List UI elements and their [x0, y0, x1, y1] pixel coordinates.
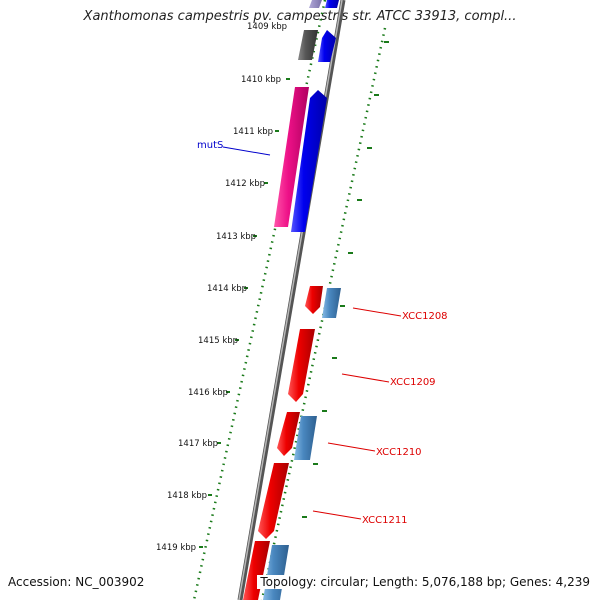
gene-label-mutS[interactable]: mutS [197, 140, 223, 151]
gene-XCC1208-red[interactable] [305, 286, 323, 314]
gene-label-XCC1209[interactable]: XCC1209 [390, 377, 436, 388]
tick-label: 1419 kbp [156, 543, 196, 553]
tick-label: 1409 kbp [247, 22, 287, 32]
gene-label-XCC1210[interactable]: XCC1210 [376, 447, 422, 458]
accession-label: Accession: NC_003902 [8, 575, 145, 589]
tick-label: 1413 kbp [216, 232, 256, 242]
tick-label: 1418 kbp [167, 491, 207, 501]
gene-mutS[interactable] [274, 87, 309, 227]
gene-XCC1210-red[interactable] [277, 412, 300, 456]
outer-major-ticks [302, 41, 389, 518]
gene-XCC1209[interactable] [288, 329, 315, 402]
gene-XCC1208-steel[interactable] [322, 288, 341, 318]
gene-partial-top[interactable] [309, 0, 322, 8]
tick-label: 1411 kbp [233, 127, 273, 137]
gene-XCC1211[interactable] [258, 463, 289, 539]
XCC1209-connector [341, 373, 390, 383]
tick-label: 1415 kbp [198, 336, 238, 346]
mutS-connector [222, 146, 271, 156]
genome-info: Topology: circular; Length: 5,076,188 bp… [257, 575, 590, 589]
gene-label-XCC1211[interactable]: XCC1211 [362, 515, 408, 526]
tick-label: 1412 kbp [225, 179, 265, 189]
major-ticks [199, 78, 290, 548]
gene-XCC1210-steel[interactable] [294, 416, 317, 460]
gene-gray[interactable] [298, 30, 318, 60]
XCC1210-connector [327, 442, 376, 452]
tick-label: 1414 kbp [207, 284, 247, 294]
gene-blue-forward-large[interactable] [291, 90, 327, 232]
tick-label: 1410 kbp [241, 75, 281, 85]
gene-label-XCC1208[interactable]: XCC1208 [402, 311, 448, 322]
gene-blue-forward[interactable] [318, 30, 336, 62]
XCC1208-connector [352, 307, 402, 317]
XCC1211-connector [312, 510, 362, 520]
gene-partial-top[interactable] [325, 0, 339, 8]
tick-label: 1416 kbp [188, 388, 228, 398]
map-title: Xanthomonas campestris pv. campestris st… [83, 9, 517, 24]
tick-label: 1417 kbp [178, 439, 218, 449]
gene-red-bottom[interactable] [243, 541, 270, 600]
tick-labels: 1409 kbp 1410 kbp 1411 kbp 1412 kbp 1413… [156, 22, 287, 553]
